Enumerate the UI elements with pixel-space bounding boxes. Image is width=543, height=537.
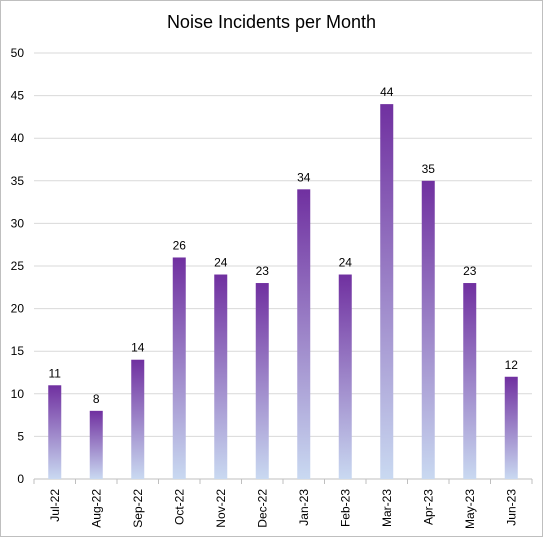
y-tick-label: 10 xyxy=(11,387,25,401)
y-axis-ticks: 0 5 10 15 20 25 30 35 40 45 50 xyxy=(11,46,25,486)
bar xyxy=(338,274,352,479)
x-tick-label: May-23 xyxy=(463,489,477,529)
bar xyxy=(48,385,62,479)
bar xyxy=(504,376,518,479)
y-tick-label: 30 xyxy=(11,216,25,230)
bars xyxy=(48,104,518,480)
chart-title: Noise Incidents per Month xyxy=(166,12,377,32)
bar xyxy=(255,283,269,479)
data-label: 8 xyxy=(93,392,100,406)
y-tick-label: 35 xyxy=(11,174,25,188)
y-tick-label: 15 xyxy=(11,344,25,358)
x-tick-label: Jun-23 xyxy=(504,489,518,526)
y-tick-label: 40 xyxy=(11,131,25,145)
y-tick-label: 45 xyxy=(11,89,25,103)
data-label: 26 xyxy=(173,238,187,252)
y-tick-label: 50 xyxy=(11,46,25,60)
x-tick-label: Jul-22 xyxy=(48,489,62,522)
y-tick-label: 25 xyxy=(11,259,25,273)
x-tick-label: Dec-22 xyxy=(255,489,269,528)
x-tick-label: Sep-22 xyxy=(131,489,145,528)
bar xyxy=(380,104,394,480)
x-axis-ticks: Jul-22 Aug-22 Sep-22 Oct-22 Nov-22 Dec-22 Jan-… xyxy=(33,479,533,529)
data-labels: 11 8 14 26 24 23 34 24 44 35 23 12 xyxy=(49,85,519,406)
data-label: 11 xyxy=(49,366,62,380)
bar xyxy=(214,274,228,479)
data-label: 34 xyxy=(297,170,311,184)
gridlines xyxy=(34,52,532,480)
data-label: 23 xyxy=(256,264,270,278)
x-tick-label: Apr-23 xyxy=(421,489,435,525)
data-label: 12 xyxy=(505,358,519,372)
x-tick-label: Aug-22 xyxy=(89,489,103,528)
data-label: 24 xyxy=(214,256,228,270)
x-tick-label: Oct-22 xyxy=(172,489,186,525)
y-tick-label: 20 xyxy=(11,302,25,316)
y-tick-label: 5 xyxy=(17,429,24,443)
x-tick-label: Jan-23 xyxy=(297,489,311,526)
y-tick-label: 0 xyxy=(17,472,24,486)
data-label: 44 xyxy=(380,85,394,99)
data-label: 24 xyxy=(339,256,353,270)
bar xyxy=(172,257,186,479)
bar xyxy=(89,410,103,479)
x-tick-label: Nov-22 xyxy=(214,489,228,528)
bar xyxy=(421,180,435,480)
data-label: 23 xyxy=(463,264,477,278)
data-label: 35 xyxy=(422,162,436,176)
bar xyxy=(131,359,145,479)
bar xyxy=(297,189,311,479)
x-tick-label: Mar-23 xyxy=(380,489,394,527)
bar xyxy=(463,283,477,479)
data-label: 14 xyxy=(131,341,145,355)
x-tick-label: Feb-23 xyxy=(338,489,352,527)
